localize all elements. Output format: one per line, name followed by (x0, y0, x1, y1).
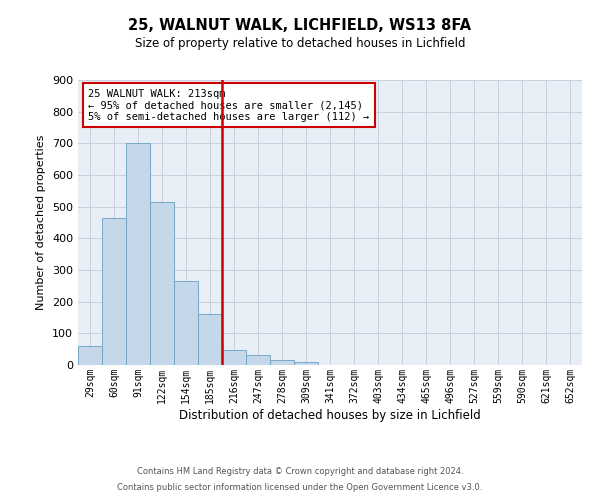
Bar (150, 202, 174, 365)
Bar (270, 360, 294, 365)
Bar (246, 354, 270, 365)
Bar (78, 346, 102, 365)
Bar (126, 144, 150, 365)
Text: Contains public sector information licensed under the Open Government Licence v3: Contains public sector information licen… (118, 484, 482, 492)
Text: Contains HM Land Registry data © Crown copyright and database right 2024.: Contains HM Land Registry data © Crown c… (137, 467, 463, 476)
Bar (294, 362, 318, 365)
Text: 25, WALNUT WALK, LICHFIELD, WS13 8FA: 25, WALNUT WALK, LICHFIELD, WS13 8FA (128, 18, 472, 32)
Bar (198, 314, 222, 365)
Bar (222, 350, 246, 365)
Text: Size of property relative to detached houses in Lichfield: Size of property relative to detached ho… (135, 38, 465, 51)
Bar (174, 281, 198, 365)
X-axis label: Distribution of detached houses by size in Lichfield: Distribution of detached houses by size … (179, 408, 481, 422)
Text: 25 WALNUT WALK: 213sqm
← 95% of detached houses are smaller (2,145)
5% of semi-d: 25 WALNUT WALK: 213sqm ← 95% of detached… (88, 88, 370, 122)
Y-axis label: Number of detached properties: Number of detached properties (37, 135, 46, 310)
Bar (102, 218, 126, 365)
